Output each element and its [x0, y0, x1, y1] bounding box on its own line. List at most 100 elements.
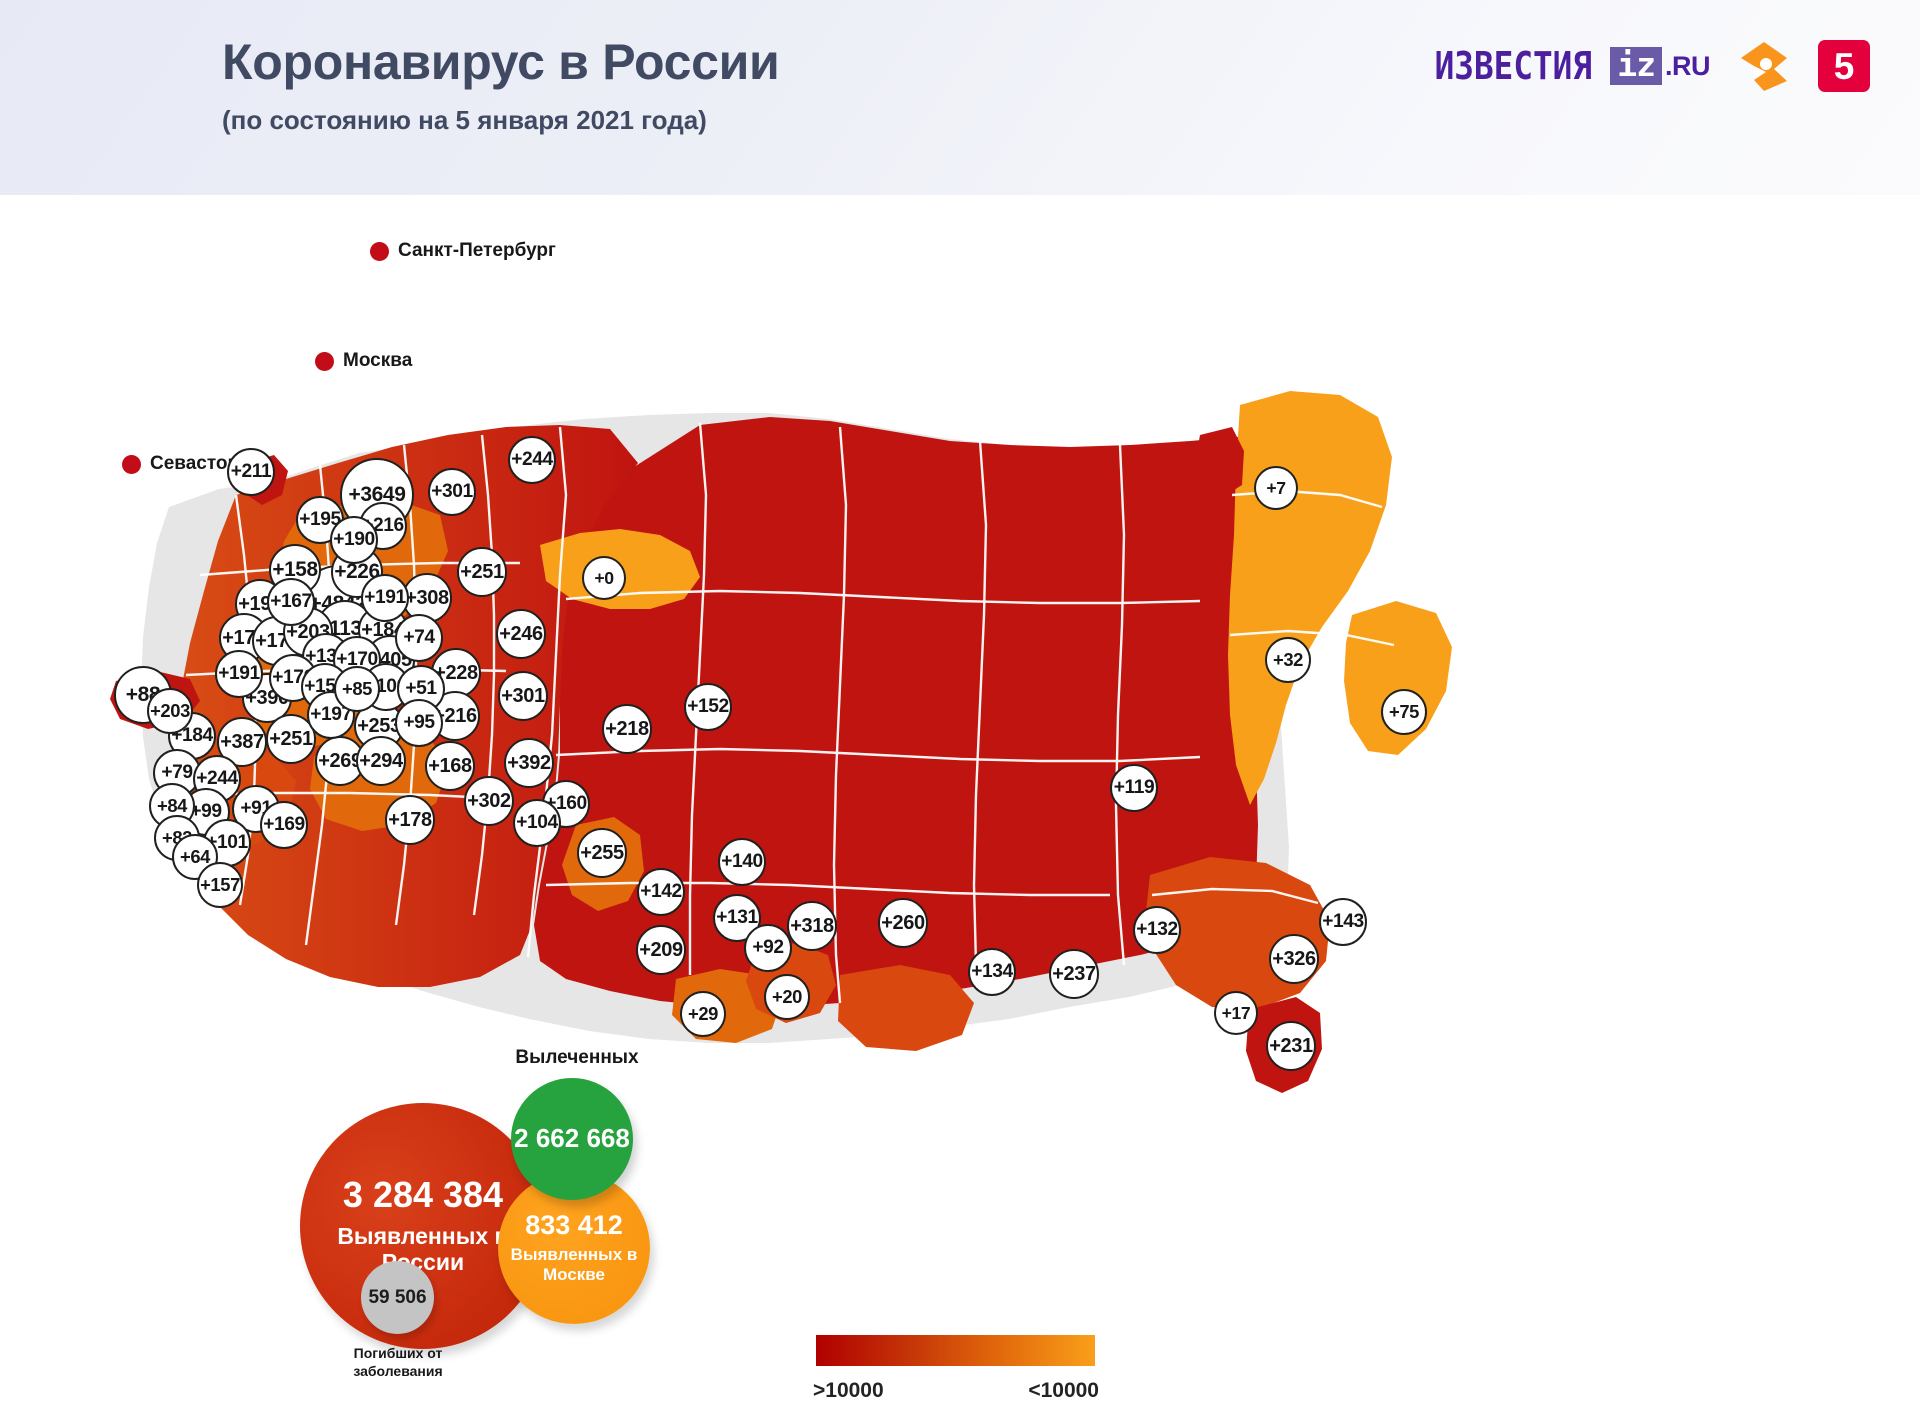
- map-marker-value: +169: [263, 814, 305, 835]
- map-marker[interactable]: +318: [787, 901, 837, 951]
- map-marker-value: +29: [688, 1003, 718, 1024]
- map-marker[interactable]: +190: [330, 516, 378, 564]
- map-marker[interactable]: +251: [457, 547, 507, 597]
- deaths-bubble: 59 506: [361, 1261, 434, 1334]
- legend-labels: >10000 <10000: [813, 1379, 1099, 1403]
- map-marker-value: +294: [359, 749, 403, 772]
- map-marker[interactable]: +95: [395, 699, 443, 747]
- map-marker[interactable]: +392: [504, 738, 554, 788]
- map-marker[interactable]: +326: [1269, 934, 1319, 984]
- map-marker-value: +140: [721, 851, 763, 872]
- map-marker[interactable]: +20: [764, 974, 810, 1020]
- map-marker[interactable]: +0: [582, 556, 626, 600]
- map-marker-value: +260: [881, 911, 925, 934]
- page-header: Коронавирус в России (по состоянию на 5 …: [0, 0, 1920, 195]
- map-marker[interactable]: +218: [602, 704, 652, 754]
- ren-tv-logo-icon: [1734, 36, 1794, 96]
- map-marker[interactable]: +32: [1265, 637, 1311, 683]
- map-marker-value: +326: [1272, 947, 1316, 970]
- map-marker-value: +178: [388, 808, 432, 831]
- map-marker-value: +246: [499, 622, 543, 645]
- map-marker-value: +104: [516, 812, 558, 833]
- map-marker-value: +387: [220, 730, 264, 753]
- page-title: Коронавирус в России: [222, 34, 780, 90]
- map-marker-value: +231: [1269, 1034, 1313, 1057]
- map-marker[interactable]: +75: [1381, 689, 1427, 735]
- map-marker[interactable]: +29: [680, 991, 726, 1037]
- map-marker[interactable]: +85: [334, 666, 380, 712]
- map-marker-value: +75: [1389, 701, 1419, 722]
- map-marker-value: +142: [640, 881, 682, 902]
- map-marker-value: +228: [434, 661, 478, 684]
- map-marker-value: +255: [580, 841, 624, 864]
- map-marker-value: +301: [501, 684, 545, 707]
- map-stage: Санкт-Петербург Москва Севастополь +211 +…: [0, 195, 1920, 1402]
- map-marker-value: +17: [1221, 1002, 1251, 1023]
- map-marker-value: +92: [752, 937, 784, 958]
- map-marker-value: +131: [716, 907, 758, 928]
- map-marker-value: +191: [364, 587, 406, 608]
- map-marker[interactable]: +191: [215, 650, 263, 698]
- iz-ru-text: .RU: [1665, 50, 1711, 81]
- legend-gradient-bar: [816, 1335, 1095, 1366]
- map-marker-value: +32: [1273, 649, 1303, 670]
- channel-five-logo-icon: 5: [1818, 40, 1870, 92]
- map-marker[interactable]: +302: [464, 776, 514, 826]
- map-marker-value: +143: [1322, 911, 1364, 932]
- map-marker-value: +84: [157, 795, 187, 816]
- map-marker[interactable]: +92: [744, 924, 792, 972]
- map-marker[interactable]: +132: [1133, 906, 1181, 954]
- map-marker[interactable]: +244: [508, 436, 556, 484]
- map-marker[interactable]: +74: [395, 614, 443, 662]
- map-marker[interactable]: +143: [1319, 898, 1367, 946]
- map-marker-value: +95: [403, 712, 435, 733]
- map-marker-value: +211: [230, 461, 272, 482]
- city-name: Москва: [343, 350, 413, 371]
- city-label-moscow: Москва: [315, 350, 412, 372]
- map-marker-value: +7: [1266, 477, 1286, 498]
- map-marker[interactable]: +17: [1214, 991, 1258, 1035]
- map-marker[interactable]: +7: [1254, 466, 1298, 510]
- map-marker[interactable]: +301: [498, 671, 548, 721]
- map-marker[interactable]: +237: [1049, 949, 1099, 999]
- map-marker-value: +152: [687, 696, 729, 717]
- map-marker[interactable]: +209: [636, 925, 686, 975]
- map-marker[interactable]: +169: [260, 801, 308, 849]
- map-marker[interactable]: +211: [227, 448, 275, 496]
- map-marker-value: +209: [639, 938, 683, 961]
- map-marker[interactable]: +260: [878, 898, 928, 948]
- map-marker[interactable]: +231: [1266, 1021, 1316, 1071]
- map-marker[interactable]: +140: [718, 838, 766, 886]
- map-marker-value: +190: [333, 529, 375, 550]
- map-marker[interactable]: +152: [684, 683, 732, 731]
- page-subtitle: (по состоянию на 5 января 2021 года): [222, 105, 707, 135]
- map-marker-value: +301: [431, 481, 473, 502]
- map-marker[interactable]: +191: [361, 574, 409, 622]
- map-marker-value: +134: [971, 961, 1013, 982]
- map-marker[interactable]: +294: [356, 736, 406, 786]
- total-detected-value: 3 284 384: [342, 1173, 504, 1215]
- map-marker[interactable]: +167: [267, 578, 315, 626]
- map-marker[interactable]: +255: [577, 828, 627, 878]
- map-marker[interactable]: +195: [296, 496, 344, 544]
- map-marker[interactable]: +301: [428, 468, 476, 516]
- map-marker[interactable]: +168: [425, 741, 475, 791]
- map-marker[interactable]: +119: [1110, 764, 1158, 812]
- map-marker[interactable]: +104: [513, 799, 561, 847]
- map-marker-value: +237: [1052, 962, 1096, 985]
- map-marker[interactable]: +246: [496, 609, 546, 659]
- map-marker[interactable]: +157: [197, 862, 243, 908]
- map-marker-value: +168: [428, 754, 472, 777]
- map-marker[interactable]: +134: [968, 948, 1016, 996]
- map-marker-value: +197: [310, 704, 352, 725]
- map-marker-value: +101: [206, 832, 248, 853]
- moscow-detected-value: 833 412: [525, 1210, 623, 1241]
- map-marker[interactable]: +203: [147, 688, 193, 734]
- map-marker[interactable]: +142: [637, 868, 685, 916]
- map-marker-value: +64: [180, 846, 210, 867]
- map-marker[interactable]: +178: [385, 795, 435, 845]
- map-marker-value: +157: [200, 874, 240, 895]
- map-marker-value: +20: [772, 986, 802, 1007]
- moscow-detected-caption: Выявленных в Москве: [510, 1245, 638, 1285]
- recovered-value: 2 662 668: [514, 1123, 630, 1154]
